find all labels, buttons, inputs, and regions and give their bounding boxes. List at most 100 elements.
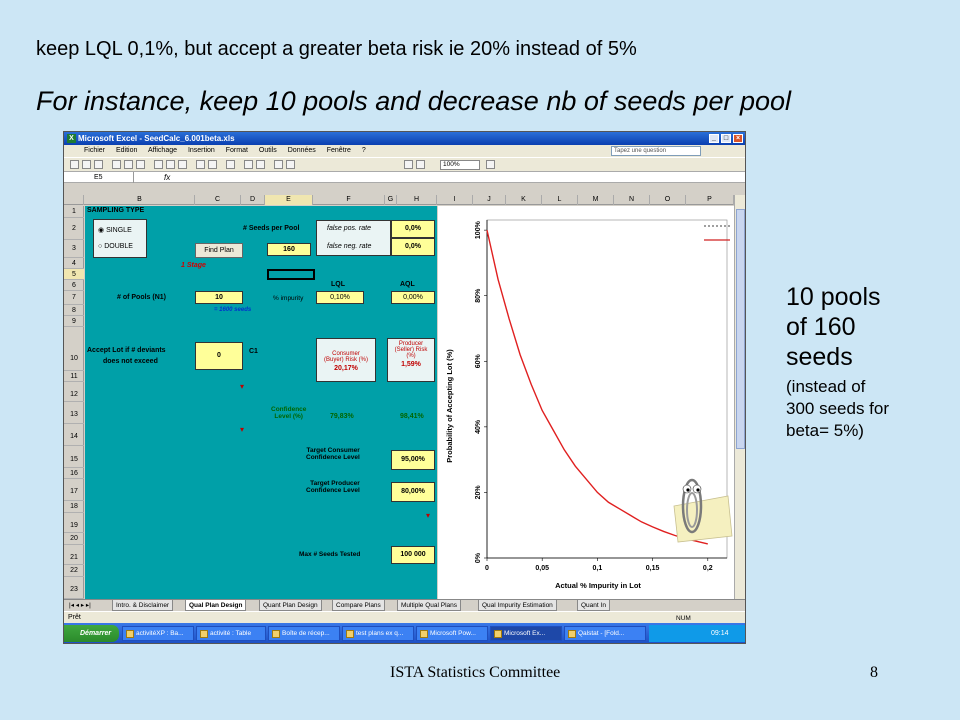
row-header[interactable]: 9 <box>64 316 84 327</box>
taskbar-item[interactable]: activité : Table <box>196 626 266 641</box>
row-header[interactable]: 17 <box>64 479 84 501</box>
row-header[interactable]: 15 <box>64 446 84 468</box>
spelling-icon[interactable] <box>136 160 145 169</box>
row-header[interactable]: 23 <box>64 577 84 599</box>
row-header[interactable]: 18 <box>64 501 84 513</box>
tab-compare-plans[interactable]: Compare Plans <box>332 600 385 611</box>
open-icon[interactable] <box>82 160 91 169</box>
row-header[interactable]: 21 <box>64 545 84 565</box>
tab-qual-plan-design[interactable]: Qual Plan Design <box>185 600 247 611</box>
menu-format[interactable]: Format <box>225 147 248 154</box>
row-header[interactable]: 1 <box>64 206 84 218</box>
vertical-scrollbar[interactable] <box>734 195 745 599</box>
column-header[interactable]: M <box>578 195 614 205</box>
new-icon[interactable] <box>70 160 79 169</box>
name-box[interactable]: E5 <box>66 172 134 183</box>
lql-value[interactable]: 0,10% <box>316 291 364 304</box>
selected-cell-e5[interactable] <box>267 269 315 280</box>
oc-chart[interactable]: 0 0,05 0,1 0,15 0,2 0% 20% 40% 60% 80% 100% Actua… <box>438 206 734 599</box>
taskbar-item[interactable]: activitéXP : Ba... <box>122 626 194 641</box>
row-header[interactable]: 8 <box>64 305 84 316</box>
drawing-icon[interactable] <box>416 160 425 169</box>
copy-icon[interactable] <box>166 160 175 169</box>
column-header[interactable]: O <box>650 195 686 205</box>
hyperlink-icon[interactable] <box>226 160 235 169</box>
radio-single[interactable]: ◉ SINGLE <box>98 227 132 234</box>
column-header[interactable]: J <box>473 195 506 205</box>
sort-ascending-icon[interactable] <box>274 160 283 169</box>
save-icon[interactable] <box>94 160 103 169</box>
target-consumer-value[interactable]: 95,00% <box>391 450 435 470</box>
column-header[interactable]: D <box>241 195 265 205</box>
menu-fenetre[interactable]: Fenêtre <box>326 147 351 154</box>
aql-value[interactable]: 0,00% <box>391 291 435 304</box>
find-plan-button[interactable]: Find Plan <box>195 243 243 258</box>
office-assistant-icon[interactable] <box>673 478 733 543</box>
tab-qual-impurity-estimation[interactable]: Qual Impurity Estimation <box>478 600 557 611</box>
cut-icon[interactable] <box>154 160 163 169</box>
row-header[interactable]: 7 <box>64 291 84 305</box>
menu-edition[interactable]: Edition <box>115 147 138 154</box>
column-header[interactable]: H <box>397 195 437 205</box>
taskbar-item[interactable]: test plans ex q... <box>342 626 414 641</box>
minimize-icon[interactable]: _ <box>709 134 719 143</box>
scroll-thumb[interactable] <box>736 209 745 449</box>
menu-insertion[interactable]: Insertion <box>187 147 215 154</box>
redo-icon[interactable] <box>208 160 217 169</box>
print-icon[interactable] <box>112 160 121 169</box>
taskbar-item-active[interactable]: Microsoft Ex... <box>490 626 562 641</box>
row-header[interactable]: 16 <box>64 468 84 479</box>
false-neg-value[interactable]: 0,0% <box>391 238 435 256</box>
fx-icon[interactable]: fx <box>164 173 171 182</box>
excel-title-bar[interactable]: X Microsoft Excel - SeedCalc_6.001beta.x… <box>64 132 745 145</box>
close-icon[interactable]: × <box>733 134 743 143</box>
column-header[interactable]: B <box>85 195 195 205</box>
autosum-icon[interactable] <box>244 160 253 169</box>
tab-multiple-qual-plans[interactable]: Multiple Qual Plans <box>397 600 461 611</box>
column-header[interactable]: E <box>265 195 313 205</box>
sort-descending-icon[interactable] <box>286 160 295 169</box>
taskbar-item[interactable]: Microsoft Pow... <box>416 626 488 641</box>
row-header[interactable]: 6 <box>64 280 84 291</box>
row-header[interactable]: 2 <box>64 218 84 240</box>
taskbar-item[interactable]: Qalstat - [Fold... <box>564 626 646 641</box>
row-header[interactable]: 10 <box>64 327 84 371</box>
row-header[interactable]: 19 <box>64 513 84 533</box>
row-header[interactable]: 14 <box>64 424 84 446</box>
row-header[interactable]: 11 <box>64 371 84 382</box>
column-header[interactable]: F <box>313 195 385 205</box>
paste-icon[interactable] <box>178 160 187 169</box>
column-header[interactable]: P <box>686 195 734 205</box>
column-header[interactable]: G <box>385 195 397 205</box>
column-header[interactable]: C <box>195 195 241 205</box>
column-header[interactable]: N <box>614 195 650 205</box>
seeds-per-pool-value[interactable]: 160 <box>267 243 311 256</box>
maximize-icon[interactable]: □ <box>721 134 731 143</box>
help-icon[interactable] <box>486 160 495 169</box>
undo-icon[interactable] <box>196 160 205 169</box>
row-header[interactable]: 3 <box>64 240 84 258</box>
ask-question-input[interactable]: Tapez une question <box>611 146 701 156</box>
column-header[interactable]: L <box>542 195 578 205</box>
menu-fichier[interactable]: Fichier <box>84 147 106 154</box>
function-icon[interactable] <box>256 160 265 169</box>
row-header[interactable]: 22 <box>64 565 84 577</box>
row-header[interactable]: 5 <box>64 269 84 280</box>
radio-double[interactable]: ○ DOUBLE <box>98 243 133 250</box>
taskbar-item[interactable]: Boîte de récep... <box>268 626 340 641</box>
tab-intro[interactable]: Intro. & Disclaimer <box>112 600 174 611</box>
pools-value[interactable]: 10 <box>195 291 243 304</box>
menu-outils[interactable]: Outils <box>258 147 277 154</box>
menu-help[interactable]: ? <box>361 147 366 154</box>
column-header[interactable]: K <box>506 195 542 205</box>
row-header[interactable]: 20 <box>64 533 84 545</box>
preview-icon[interactable] <box>124 160 133 169</box>
accept-value[interactable]: 0 <box>195 342 243 370</box>
row-header[interactable]: 13 <box>64 402 84 424</box>
menu-affichage[interactable]: Affichage <box>147 147 177 154</box>
tab-nav-arrows[interactable]: |◂ ◂ ▸ ▸| <box>69 602 91 609</box>
target-producer-value[interactable]: 80,00% <box>391 482 435 502</box>
false-pos-value[interactable]: 0,0% <box>391 220 435 238</box>
tab-quant-in[interactable]: Quant In <box>577 600 610 611</box>
max-seeds-value[interactable]: 100 000 <box>391 546 435 564</box>
